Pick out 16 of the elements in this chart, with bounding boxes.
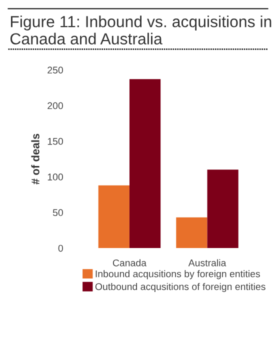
bar [207, 170, 238, 248]
legend-label: Outbound acqusitions of foreign entities [95, 282, 266, 292]
y-tick-label: 150 [48, 138, 63, 145]
y-tick-label: 100 [48, 174, 63, 180]
y-tick-label: 250 [48, 66, 63, 74]
legend-label: Inbound acqusitions by foreign entities [96, 270, 260, 280]
x-tick-label: Australia [188, 259, 226, 266]
y-tick-label: 0 [58, 244, 63, 252]
y-axis-title: # of deals [31, 134, 40, 184]
x-tick-label: Canada [112, 259, 146, 266]
bar [129, 79, 161, 248]
chart-title: Figure 11: Inbound vs. acquisitions in Canada and Australia [10, 16, 272, 45]
bar [98, 185, 130, 248]
y-tick-label: 200 [48, 102, 63, 110]
y-tick-label: 50 [52, 209, 63, 216]
bar [176, 217, 208, 248]
